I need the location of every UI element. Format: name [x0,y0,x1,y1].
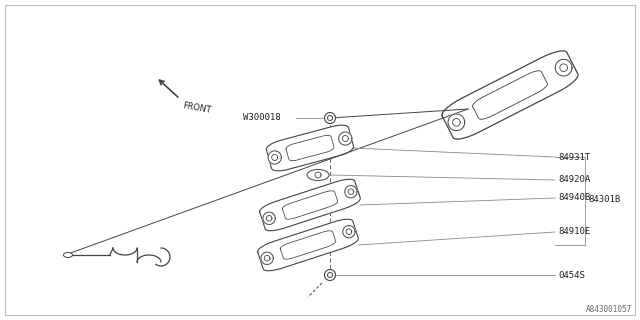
Polygon shape [263,212,275,224]
Polygon shape [324,269,335,281]
Polygon shape [339,132,352,145]
Polygon shape [346,229,352,235]
Polygon shape [260,179,360,231]
Text: W300018: W300018 [243,114,280,123]
Polygon shape [328,273,333,277]
Polygon shape [268,151,282,164]
Text: 84920A: 84920A [558,175,590,185]
Polygon shape [560,64,568,71]
Polygon shape [343,226,355,238]
Ellipse shape [307,170,329,180]
Text: 84910E: 84910E [558,228,590,236]
Polygon shape [272,155,278,160]
Polygon shape [345,186,357,198]
Polygon shape [342,136,348,141]
Text: 84931T: 84931T [558,153,590,162]
Polygon shape [266,215,272,221]
Polygon shape [258,219,358,271]
Polygon shape [315,172,321,178]
Polygon shape [328,116,333,121]
Polygon shape [452,118,460,126]
Polygon shape [556,59,572,76]
Text: FRONT: FRONT [182,101,212,115]
Text: 84301B: 84301B [588,196,620,204]
Text: A843001057: A843001057 [586,305,632,314]
Polygon shape [266,125,353,171]
Polygon shape [442,51,578,139]
Polygon shape [264,255,270,261]
Ellipse shape [63,252,72,258]
Polygon shape [448,114,465,131]
Polygon shape [348,189,354,195]
Text: 0454S: 0454S [558,270,585,279]
Polygon shape [324,113,335,124]
Polygon shape [261,252,273,264]
Text: 84940B: 84940B [558,194,590,203]
